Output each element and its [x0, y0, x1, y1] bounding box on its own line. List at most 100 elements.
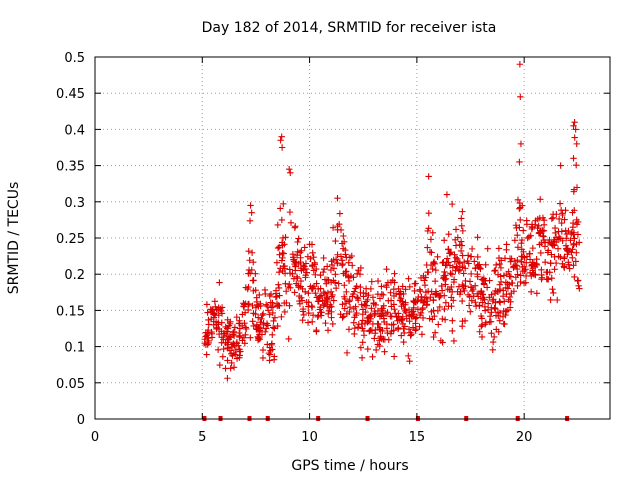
data-point [282, 288, 290, 295]
data-point [552, 259, 560, 267]
data-point [274, 244, 282, 252]
data-point [274, 221, 281, 229]
data-point [501, 255, 509, 262]
data-point [512, 222, 520, 229]
data-point [571, 235, 578, 242]
data-point [465, 302, 473, 309]
data-point [350, 319, 357, 326]
data-point [354, 296, 362, 304]
data-point [428, 288, 435, 295]
data-point [340, 293, 348, 300]
data-point [378, 305, 385, 313]
data-point [225, 333, 233, 340]
data-point [482, 277, 489, 284]
data-point [573, 140, 580, 148]
data-point [321, 276, 329, 283]
data-point [486, 294, 493, 301]
data-point [236, 332, 244, 339]
data-point [574, 277, 582, 284]
data-point [358, 354, 366, 362]
data-point [295, 235, 302, 242]
data-point [456, 259, 464, 267]
data-point [248, 249, 256, 256]
data-point [468, 297, 476, 304]
data-point [570, 155, 577, 162]
data-point [499, 293, 507, 300]
data-point [569, 223, 577, 231]
data-point [447, 270, 454, 277]
y-tick-label: 0.05 [56, 377, 85, 392]
grid [95, 57, 610, 419]
data-point [299, 285, 306, 293]
data-point [279, 267, 286, 275]
data-point [448, 302, 455, 310]
data-point [489, 338, 497, 346]
data-point [236, 348, 243, 355]
data-point [352, 285, 359, 292]
data-point [275, 243, 283, 251]
data-point [208, 334, 216, 341]
data-point [320, 254, 327, 262]
data-point [328, 258, 335, 265]
y-tick-label: 0.3 [64, 196, 85, 211]
data-point [421, 294, 429, 301]
data-point [262, 290, 269, 298]
data-point [269, 331, 276, 339]
data-points [201, 61, 583, 382]
data-point [571, 134, 578, 141]
data-point [374, 341, 382, 348]
data-point [286, 302, 293, 309]
data-point [336, 221, 343, 228]
data-point [496, 281, 503, 288]
data-point [329, 291, 336, 299]
data-point [562, 207, 569, 214]
data-point [401, 329, 408, 337]
data-point [379, 327, 386, 335]
data-point [279, 242, 286, 249]
data-point [306, 241, 313, 248]
data-point [252, 286, 259, 294]
plot-frame [94, 56, 611, 420]
data-point [339, 314, 346, 321]
data-point [459, 252, 466, 259]
data-point [286, 280, 293, 288]
data-point [245, 248, 252, 255]
data-point [394, 325, 402, 333]
data-point [569, 246, 576, 253]
data-point [336, 210, 344, 217]
data-point [536, 214, 543, 222]
data-point [367, 313, 374, 320]
data-point [510, 288, 518, 295]
data-point [262, 328, 269, 336]
data-point [259, 310, 267, 318]
data-point [442, 281, 449, 288]
data-point [203, 351, 210, 358]
data-point [549, 242, 557, 249]
data-point [502, 279, 510, 286]
data-point [313, 280, 320, 287]
data-point [424, 244, 431, 251]
data-point [573, 249, 580, 256]
data-point [357, 289, 364, 296]
data-point [421, 281, 429, 289]
data-point [351, 314, 358, 321]
data-point [570, 229, 578, 236]
data-point [249, 302, 256, 310]
data-point [478, 315, 486, 322]
data-point [571, 118, 578, 126]
data-point [218, 304, 226, 311]
data-point [380, 291, 387, 299]
data-point [266, 311, 273, 318]
data-point [213, 306, 220, 313]
data-point [525, 233, 533, 241]
data-point [286, 266, 293, 273]
data-point [202, 341, 210, 349]
data-point [458, 297, 466, 305]
data-point [428, 308, 435, 315]
data-point [554, 296, 561, 304]
data-point [322, 319, 329, 327]
data-point [275, 281, 282, 288]
data-point [497, 264, 505, 272]
data-point [335, 280, 342, 287]
